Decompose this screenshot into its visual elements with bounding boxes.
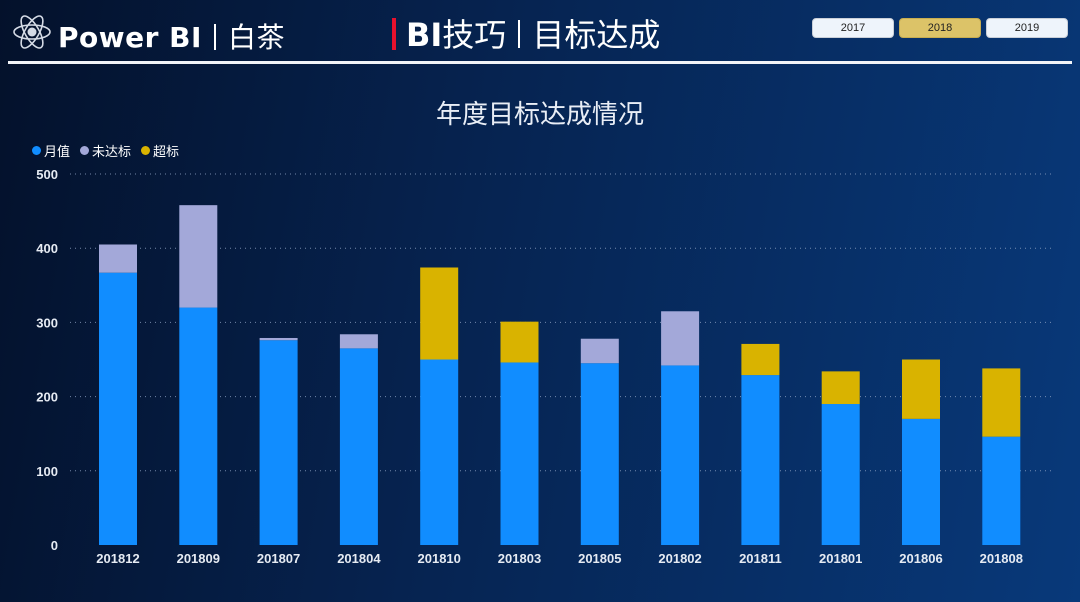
bar-exceeded[interactable] bbox=[500, 321, 539, 363]
legend-label-shortfall: 未达标 bbox=[92, 145, 132, 160]
header-divider bbox=[8, 61, 1072, 64]
legend-label-monthly: 月值 bbox=[44, 145, 71, 160]
chart-legend: 月值 未达标 超标 bbox=[32, 141, 179, 160]
stacked-bar-chart: 0 100 200 300 400 500 201812 201809 201807 201804… bbox=[36, 167, 1055, 566]
bar-exceeded[interactable] bbox=[420, 267, 459, 360]
bar-monthly[interactable] bbox=[339, 348, 378, 545]
title-bi: BI bbox=[406, 16, 443, 54]
x-tick-label: 201806 bbox=[899, 551, 942, 566]
x-tick-label: 201803 bbox=[498, 551, 541, 566]
bar-monthly[interactable] bbox=[821, 404, 860, 545]
x-tick-label: 201811 bbox=[739, 551, 782, 566]
y-tick-label: 400 bbox=[36, 241, 58, 256]
brand-divider bbox=[213, 24, 216, 50]
brand: Power BI 白茶 bbox=[58, 18, 285, 58]
bar-monthly[interactable] bbox=[259, 340, 298, 545]
bar-exceeded[interactable] bbox=[902, 359, 940, 419]
bar-monthly[interactable] bbox=[420, 359, 459, 546]
bar-monthly[interactable] bbox=[661, 365, 700, 545]
year-button-2018[interactable]: 2018 bbox=[899, 18, 981, 38]
x-tick-label: 201810 bbox=[418, 551, 461, 566]
title-topic: 目标达成 bbox=[532, 16, 661, 54]
legend-dot-monthly bbox=[32, 146, 41, 155]
bar-shortfall[interactable] bbox=[339, 334, 378, 349]
x-tick-label: 201805 bbox=[578, 551, 621, 566]
bar-exceeded[interactable] bbox=[741, 343, 780, 376]
bar-shortfall[interactable] bbox=[259, 337, 298, 341]
x-tick-label: 201807 bbox=[257, 551, 300, 566]
title-tips: 技巧 bbox=[442, 16, 507, 54]
year-slicer: 2017 2018 2019 bbox=[812, 18, 1068, 38]
bar-monthly[interactable] bbox=[99, 272, 137, 545]
legend-item-monthly[interactable]: 月值 bbox=[32, 141, 70, 160]
bar-shortfall[interactable] bbox=[580, 338, 619, 364]
brand-name: Power BI bbox=[58, 21, 202, 54]
bar-monthly[interactable] bbox=[902, 418, 940, 545]
bar-shortfall[interactable] bbox=[99, 244, 137, 273]
bar-monthly[interactable] bbox=[580, 363, 619, 545]
year-button-2019[interactable]: 2019 bbox=[986, 18, 1068, 38]
legend-item-exceeded[interactable]: 超标 bbox=[141, 141, 179, 160]
legend-dot-shortfall bbox=[80, 146, 90, 155]
y-tick-label: 0 bbox=[51, 538, 58, 553]
bar-monthly[interactable] bbox=[500, 362, 539, 545]
bar-monthly[interactable] bbox=[179, 307, 218, 545]
x-tick-label: 201801 bbox=[819, 551, 862, 566]
brand-author: 白茶 bbox=[227, 21, 285, 54]
y-tick-label: 200 bbox=[36, 390, 58, 405]
header: Power BI 白茶 BI技巧 目标达成 2017 2018 2019 bbox=[0, 0, 1080, 68]
page-title: BI技巧 目标达成 bbox=[392, 14, 660, 56]
bar-exceeded[interactable] bbox=[821, 371, 860, 405]
x-tick-label: 201808 bbox=[980, 551, 1023, 566]
x-tick-label: 201802 bbox=[658, 551, 701, 566]
bar-shortfall[interactable] bbox=[179, 205, 218, 308]
y-tick-label: 500 bbox=[36, 167, 58, 182]
legend-label-exceeded: 超标 bbox=[153, 145, 180, 160]
legend-dot-exceeded bbox=[141, 146, 151, 155]
x-tick-label: 201812 bbox=[96, 551, 139, 566]
bar-exceeded[interactable] bbox=[982, 368, 1021, 437]
year-button-2017[interactable]: 2017 bbox=[812, 18, 894, 38]
x-tick-label: 201809 bbox=[177, 551, 220, 566]
atom-logo-icon bbox=[13, 15, 51, 49]
y-tick-label: 100 bbox=[36, 464, 58, 479]
y-tick-label: 300 bbox=[36, 315, 58, 330]
title-divider bbox=[518, 20, 521, 48]
bar-shortfall[interactable] bbox=[661, 311, 700, 366]
bar-monthly[interactable] bbox=[982, 436, 1021, 545]
title-accent-bar bbox=[392, 18, 396, 50]
legend-item-shortfall[interactable]: 未达标 bbox=[80, 141, 131, 160]
bar-monthly[interactable] bbox=[741, 375, 780, 545]
x-tick-label: 201804 bbox=[337, 551, 381, 566]
chart-title: 年度目标达成情况 bbox=[435, 100, 644, 130]
